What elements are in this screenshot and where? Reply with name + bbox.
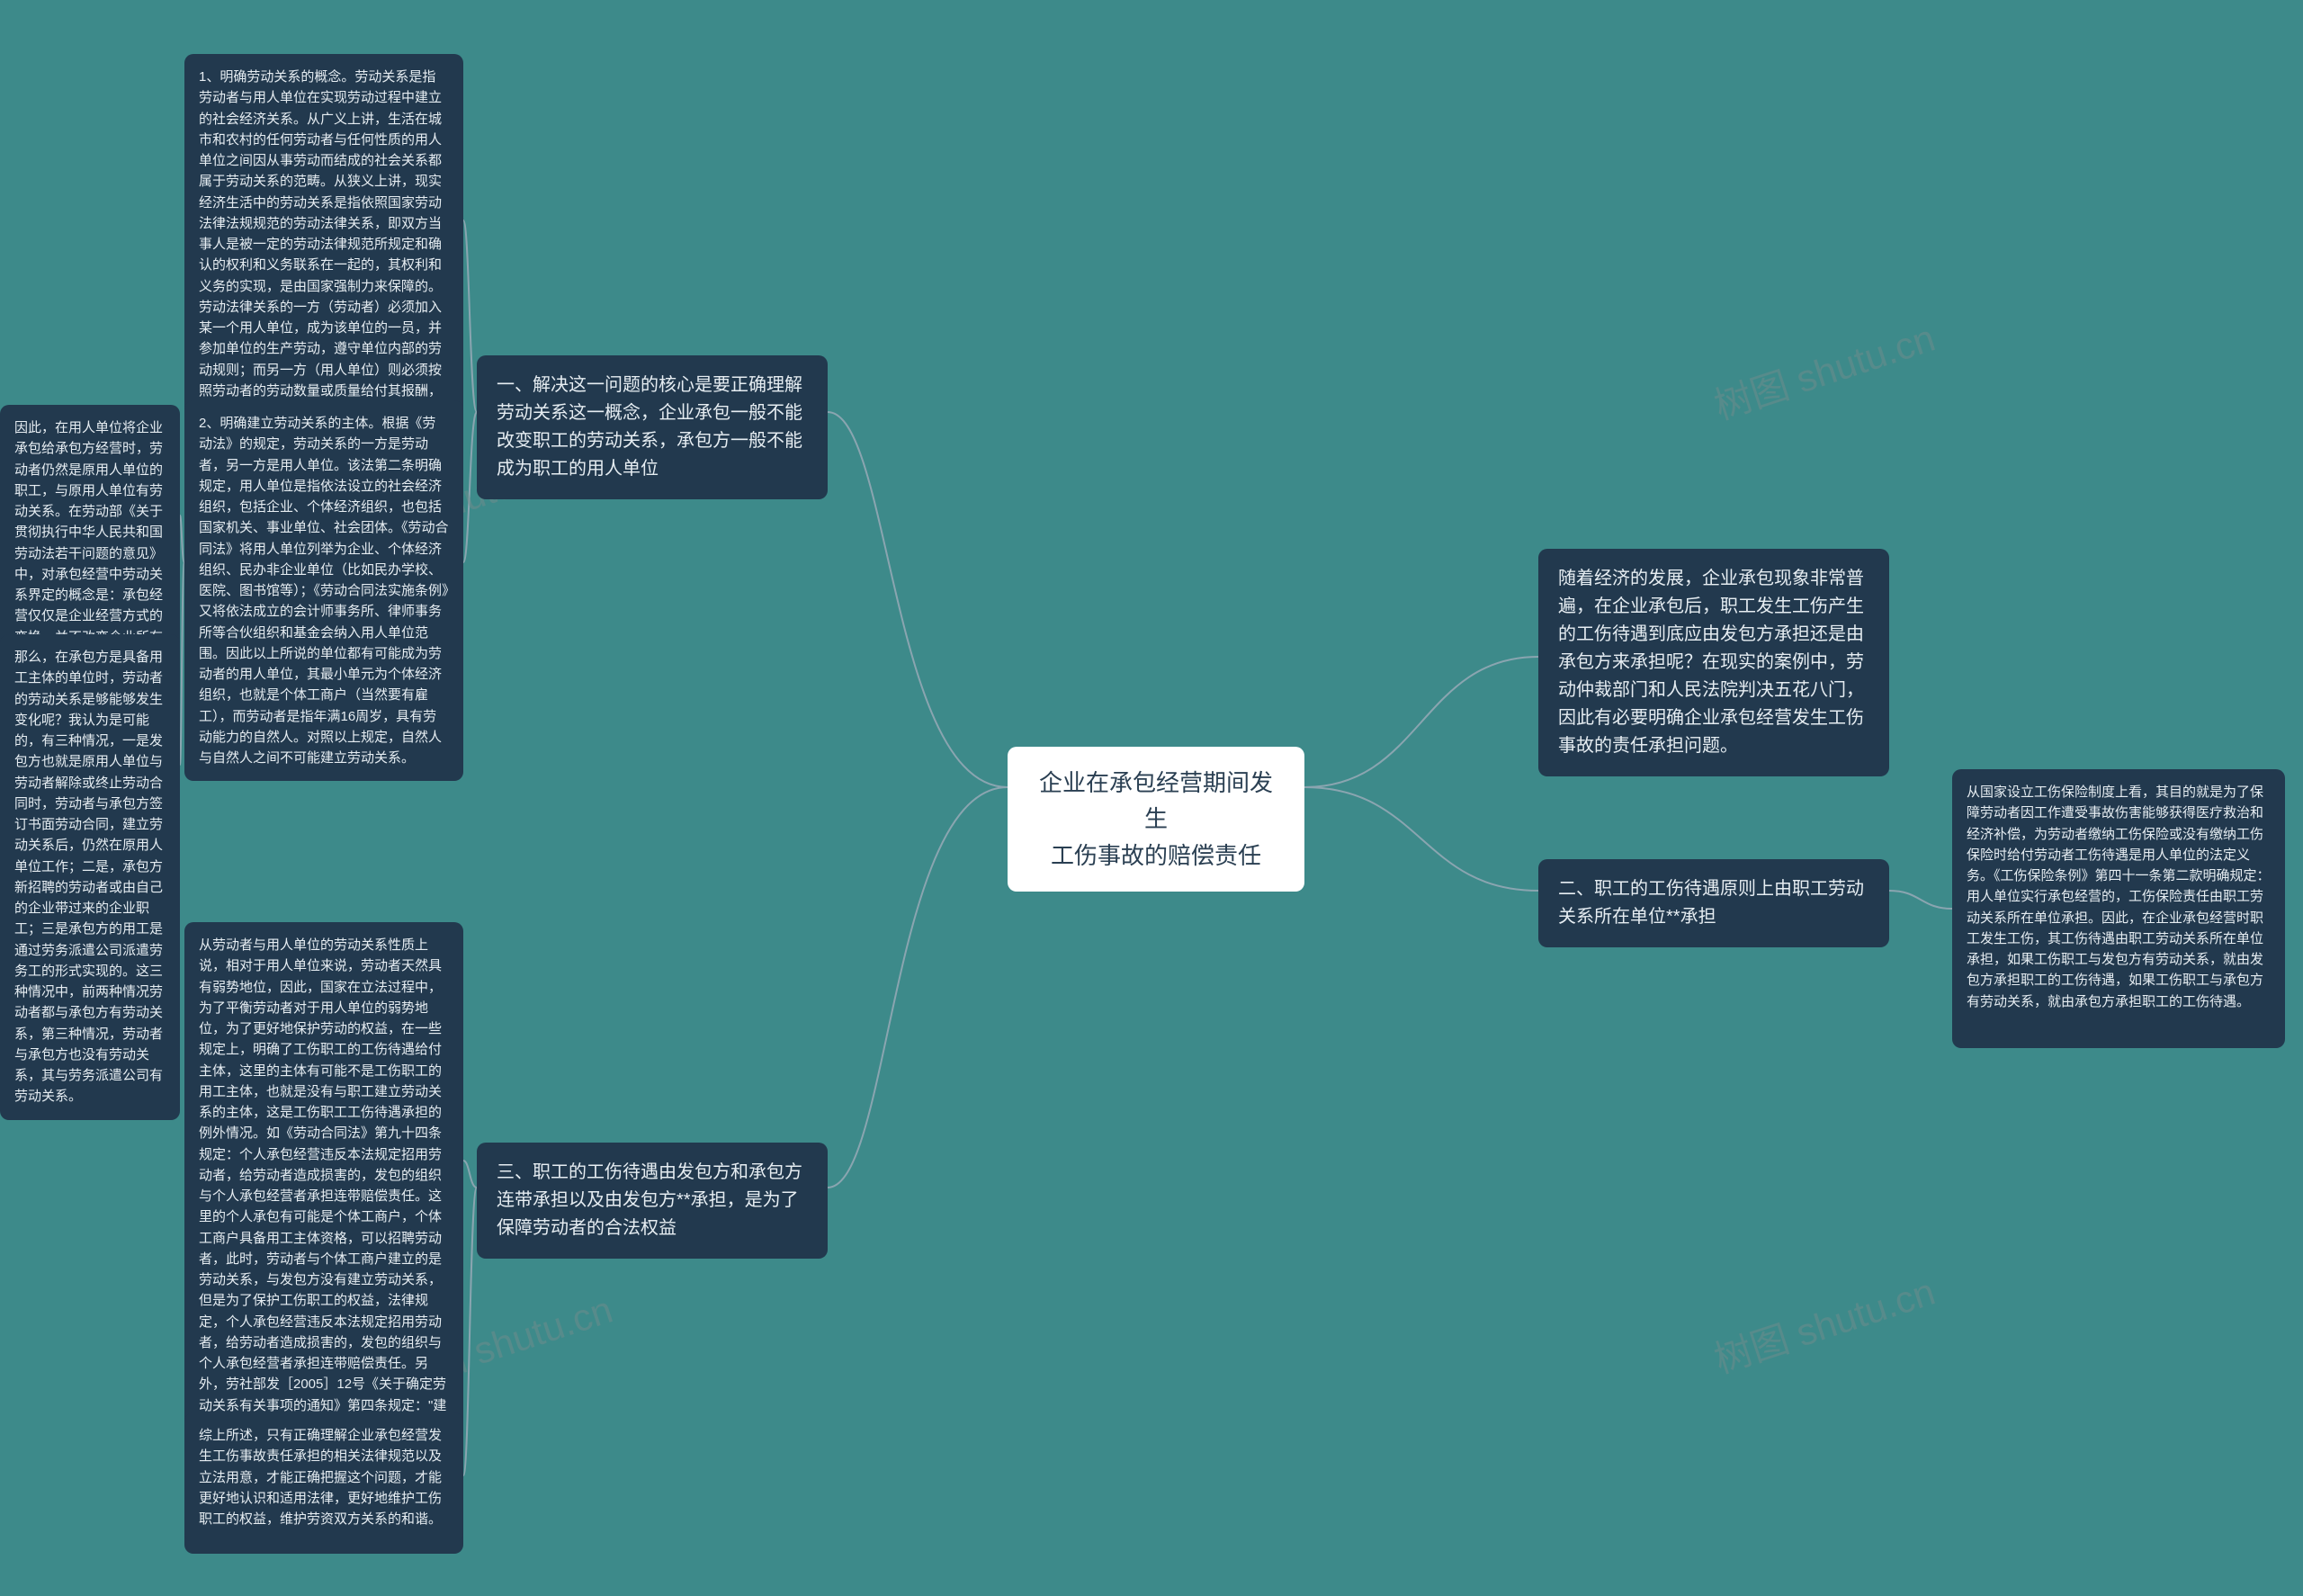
right-branch-0-label: 随着经济的发展，企业承包现象非常普遍，在企业承包后，职工发生工伤产生的工伤待遇到… bbox=[1558, 569, 1864, 756]
connector bbox=[828, 787, 1008, 1188]
center-node[interactable]: 企业在承包经营期间发生 工伤事故的赔偿责任 bbox=[1008, 747, 1304, 892]
right-branch-0[interactable]: 随着经济的发展，企业承包现象非常普遍，在企业承包后，职工发生工伤产生的工伤待遇到… bbox=[1538, 549, 1889, 776]
connector bbox=[828, 412, 1008, 787]
center-node-label: 企业在承包经营期间发生 工伤事故的赔偿责任 bbox=[1039, 769, 1273, 869]
left-leaf-1-1[interactable]: 综上所述，只有正确理解企业承包经营发生工伤事故责任承担的相关法律规范以及立法用意… bbox=[184, 1412, 463, 1542]
left-leaf-0-0[interactable]: 1、明确劳动关系的概念。劳动关系是指劳动者与用人单位在实现劳动过程中建立的社会经… bbox=[184, 54, 463, 456]
left-leaf-1-1-label: 综上所述，只有正确理解企业承包经营发生工伤事故责任承担的相关法律规范以及立法用意… bbox=[199, 1428, 442, 1527]
watermark: 树图 shutu.cn bbox=[1707, 308, 1941, 431]
right-leaf-1-0-label: 从国家设立工伤保险制度上看，其目的就是为了保障劳动者因工作遭受事故伤害能够获得医… bbox=[1967, 785, 2271, 1009]
watermark: 树图 shutu.cn bbox=[1707, 1261, 1941, 1385]
connector bbox=[463, 220, 477, 412]
connector bbox=[463, 1161, 477, 1188]
connector bbox=[463, 1188, 477, 1475]
left-branch-0-label: 一、解决这一问题的核心是要正确理解劳动关系这一概念，企业承包一般不能改变职工的劳… bbox=[497, 375, 802, 479]
left-leaf-0-1[interactable]: 2、明确建立劳动关系的主体。根据《劳动法》的规定，劳动关系的一方是劳动者，另一方… bbox=[184, 400, 463, 781]
connector bbox=[463, 412, 477, 562]
connector bbox=[1304, 787, 1538, 891]
right-branch-1[interactable]: 二、职工的工伤待遇原则上由职工劳动关系所在单位**承担 bbox=[1538, 859, 1889, 947]
left-leaf-0-1-label: 2、明确建立劳动关系的主体。根据《劳动法》的规定，劳动关系的一方是劳动者，另一方… bbox=[199, 416, 449, 766]
left-branch-1[interactable]: 三、职工的工伤待遇由发包方和承包方连带承担以及由发包方**承担，是为了保障劳动者… bbox=[477, 1143, 828, 1259]
left-leaf-0-0-label: 1、明确劳动关系的概念。劳动关系是指劳动者与用人单位在实现劳动过程中建立的社会经… bbox=[199, 69, 442, 440]
left-sub-0-1-1-label: 那么，在承包方是具备用工主体的单位时，劳动者的劳动关系是够能够发生变化呢？我认为… bbox=[14, 650, 163, 1104]
connector bbox=[1304, 657, 1538, 787]
left-branch-0[interactable]: 一、解决这一问题的核心是要正确理解劳动关系这一概念，企业承包一般不能改变职工的劳… bbox=[477, 355, 828, 499]
right-branch-1-label: 二、职工的工伤待遇原则上由职工劳动关系所在单位**承担 bbox=[1558, 879, 1864, 927]
left-sub-0-1-1[interactable]: 那么，在承包方是具备用工主体的单位时，劳动者的劳动关系是够能够发生变化呢？我认为… bbox=[0, 634, 180, 1120]
connector bbox=[1889, 891, 1952, 909]
right-leaf-1-0[interactable]: 从国家设立工伤保险制度上看，其目的就是为了保障劳动者因工作遭受事故伤害能够获得医… bbox=[1952, 769, 2285, 1048]
left-branch-1-label: 三、职工的工伤待遇由发包方和承包方连带承担以及由发包方**承担，是为了保障劳动者… bbox=[497, 1162, 802, 1238]
